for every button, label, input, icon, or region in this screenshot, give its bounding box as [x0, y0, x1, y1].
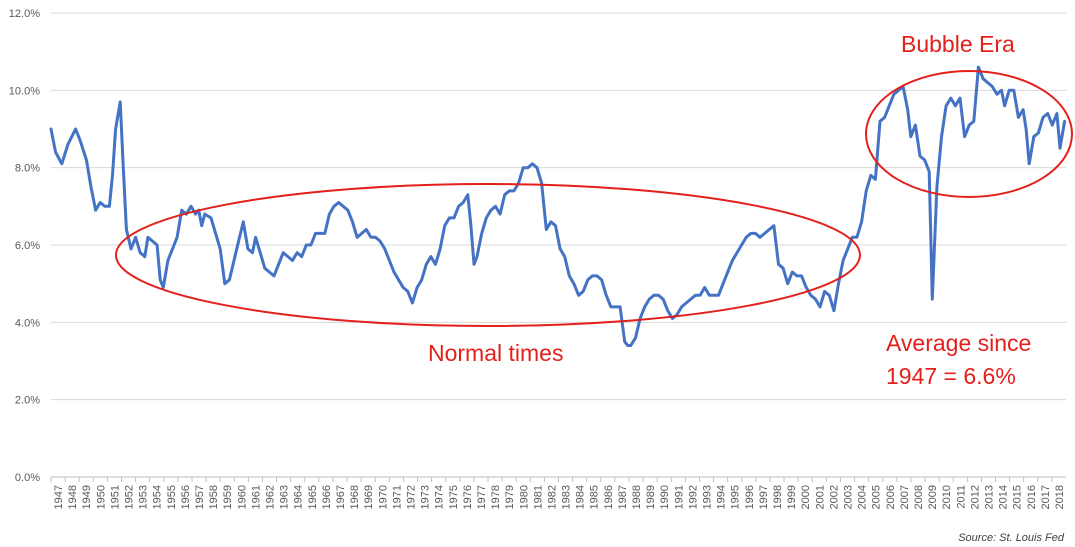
x-tick-label: 1996: [744, 485, 756, 509]
x-tick-label: 1986: [603, 485, 615, 509]
x-tick-label: 1959: [222, 485, 234, 509]
x-tick-label: 1993: [702, 485, 714, 509]
y-tick-label: 0.0%: [15, 472, 40, 484]
x-tick-label: 1975: [448, 485, 460, 509]
x-tick-label: 2016: [1026, 485, 1038, 509]
x-tick-label: 2010: [941, 485, 953, 509]
y-tick-label: 2.0%: [15, 395, 40, 407]
x-tick-label: 2003: [842, 485, 854, 509]
x-tick-label: 1971: [391, 485, 403, 509]
x-tick-label: 2014: [998, 485, 1010, 509]
x-tick-label: 1972: [405, 485, 417, 509]
bubble-era-ellipse: [865, 70, 1073, 198]
x-tick-label: 2017: [1040, 485, 1052, 509]
x-tick-label: 2018: [1054, 485, 1066, 509]
y-tick-label: 10.0%: [9, 85, 40, 97]
x-tick-label: 1967: [335, 485, 347, 509]
average-label-line2: 1947 = 6.6%: [886, 363, 1016, 389]
x-tick-label: 2012: [969, 485, 981, 509]
x-tick-label: 1974: [434, 485, 446, 509]
x-tick-label: 1955: [166, 485, 178, 509]
x-tick-label: 1963: [279, 485, 291, 509]
x-axis-ticks: 1947 1948 1949 1950 1951 1952 1953 1954 1955 1956…: [50, 477, 1066, 509]
x-tick-label: 1970: [377, 485, 389, 509]
x-tick-label: 1969: [363, 485, 375, 509]
x-tick-label: 2008: [913, 485, 925, 509]
x-tick-label: 1994: [716, 485, 728, 509]
x-tick-label: 1988: [631, 485, 643, 509]
x-tick-label: 1979: [504, 485, 516, 509]
x-tick-label: 1999: [786, 485, 798, 509]
y-tick-label: 4.0%: [15, 317, 40, 329]
x-tick-label: 1958: [208, 485, 220, 509]
x-tick-label: 1962: [265, 485, 277, 509]
normal-times-label: Normal times: [428, 340, 563, 366]
x-tick-label: 1957: [194, 485, 206, 509]
x-tick-label: 1981: [532, 485, 544, 509]
x-tick-label: 1951: [109, 485, 121, 509]
x-tick-label: 1992: [687, 485, 699, 509]
x-tick-label: 1953: [138, 485, 150, 509]
x-tick-label: 1948: [67, 485, 79, 509]
x-tick-label: 2004: [857, 485, 869, 509]
normal-times-ellipse: [115, 183, 861, 327]
x-tick-label: 1968: [349, 485, 361, 509]
x-tick-label: 1973: [420, 485, 432, 509]
y-tick-label: 6.0%: [15, 240, 40, 252]
x-tick-label: 2001: [814, 485, 826, 509]
series-line: [49, 65, 1067, 347]
x-tick-label: 1991: [673, 485, 685, 509]
x-tick-label: 1987: [617, 485, 629, 509]
x-tick-label: 1995: [730, 485, 742, 509]
y-tick-label: 8.0%: [15, 163, 40, 175]
source-note: Source: St. Louis Fed: [958, 532, 1065, 544]
x-tick-label: 1950: [95, 485, 107, 509]
x-tick-label: 1983: [561, 485, 573, 509]
x-tick-label: 2013: [983, 485, 995, 509]
x-tick-label: 2011: [955, 485, 967, 509]
x-tick-label: 1949: [81, 485, 93, 509]
x-tick-label: 2002: [828, 485, 840, 509]
x-tick-label: 1964: [293, 485, 305, 509]
x-tick-label: 1978: [490, 485, 502, 509]
x-tick-label: 1977: [476, 485, 488, 509]
x-tick-label: 1982: [546, 485, 558, 509]
x-tick-label: 2009: [927, 485, 939, 509]
x-tick-label: 1976: [462, 485, 474, 509]
x-tick-label: 1966: [321, 485, 333, 509]
y-axis-ticks: 0.0% 2.0% 4.0% 6.0% 8.0% 10.0% 12.0%: [9, 8, 40, 484]
x-tick-label: 2007: [899, 485, 911, 509]
x-tick-label: 1985: [589, 485, 601, 509]
x-tick-label: 2000: [800, 485, 812, 509]
x-tick-label: 1952: [124, 485, 136, 509]
x-tick-label: 1990: [659, 485, 671, 509]
x-tick-label: 1998: [772, 485, 784, 509]
x-tick-label: 2006: [885, 485, 897, 509]
x-tick-label: 1997: [758, 485, 770, 509]
x-tick-label: 1956: [180, 485, 192, 509]
x-tick-label: 1965: [307, 485, 319, 509]
bubble-era-label: Bubble Era: [901, 31, 1015, 57]
x-tick-label: 1961: [250, 485, 262, 509]
x-tick-label: 1954: [152, 485, 164, 509]
x-tick-label: 1960: [236, 485, 248, 509]
y-tick-label: 12.0%: [9, 8, 40, 20]
x-tick-label: 1984: [575, 485, 587, 509]
x-tick-label: 1980: [518, 485, 530, 509]
x-tick-label: 2015: [1012, 485, 1024, 509]
average-label-line1: Average since: [886, 330, 1031, 356]
x-tick-label: 2005: [871, 485, 883, 509]
x-tick-label: 1947: [53, 485, 65, 509]
x-tick-label: 1989: [645, 485, 657, 509]
